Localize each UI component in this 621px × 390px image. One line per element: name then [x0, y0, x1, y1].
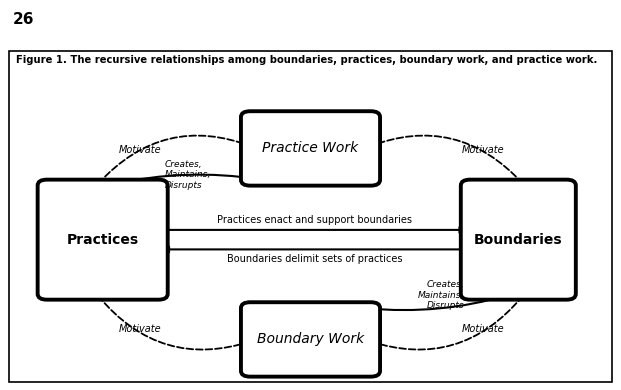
Text: Practices enact and support boundaries: Practices enact and support boundaries	[217, 215, 412, 225]
FancyBboxPatch shape	[9, 51, 612, 382]
Text: Creates,
Maintains,
Disrupts: Creates, Maintains, Disrupts	[165, 160, 211, 190]
FancyBboxPatch shape	[241, 111, 380, 186]
Text: Boundary Work: Boundary Work	[257, 332, 364, 346]
Text: Motivate: Motivate	[119, 145, 161, 155]
Text: Figure 1. The recursive relationships among boundaries, practices, boundary work: Figure 1. The recursive relationships am…	[16, 55, 597, 65]
Text: Motivate: Motivate	[461, 324, 504, 334]
FancyBboxPatch shape	[38, 180, 168, 300]
Text: Creates,
Maintains,
Disrupts: Creates, Maintains, Disrupts	[417, 280, 464, 310]
Text: Motivate: Motivate	[119, 324, 161, 334]
FancyBboxPatch shape	[461, 180, 576, 300]
FancyBboxPatch shape	[241, 302, 380, 377]
Text: Boundaries delimit sets of practices: Boundaries delimit sets of practices	[227, 254, 402, 264]
Text: Boundaries: Boundaries	[474, 233, 563, 246]
Text: Practices: Practices	[66, 233, 138, 246]
Text: Practice Work: Practice Work	[263, 142, 358, 156]
Text: 26: 26	[12, 12, 34, 27]
Text: Motivate: Motivate	[461, 145, 504, 155]
